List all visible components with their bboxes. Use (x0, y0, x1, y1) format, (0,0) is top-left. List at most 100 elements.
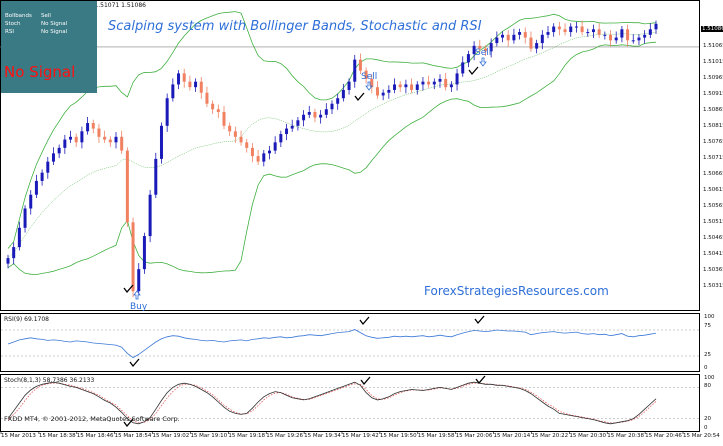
time-axis-label: 15 Mar 20:14 (493, 433, 531, 439)
candle-body (302, 114, 306, 121)
candle-body (86, 123, 90, 132)
copyright: FXDD MT4, © 2001-2012, MetaQuotes Softwa… (4, 415, 180, 423)
candle-body (46, 161, 50, 173)
rsi-axis-label: 100 (704, 314, 715, 320)
stoch-axis-label: 0 (704, 425, 708, 431)
candle-body (398, 84, 402, 88)
time-axis-label: 15 Mar 19:42 (342, 433, 379, 439)
candle-body (222, 112, 226, 126)
candle-body (501, 34, 505, 38)
candle-body (478, 45, 482, 49)
price-axis-label: 1.50665 (703, 171, 723, 177)
candle-body (438, 78, 442, 82)
bollinger-upper-band (7, 11, 657, 249)
price-axis-label: 1.50415 (703, 251, 723, 257)
candle-body (216, 109, 220, 113)
candle-body (239, 136, 243, 143)
bollinger-middle-band (7, 32, 657, 259)
candle-body (404, 84, 408, 88)
candle-body (57, 147, 61, 154)
candle-body (148, 194, 152, 237)
price-axis-label: 1.51086 (701, 26, 723, 32)
candle-body (421, 81, 425, 85)
time-axis-label: 15 Mar 18:38 (38, 433, 76, 439)
time-axis-label: 15 Mar 18:46 (76, 433, 114, 439)
candle-body (69, 136, 73, 140)
ind-value-stoch: No Signal (41, 21, 68, 27)
rsi-axis-label: 0 (704, 365, 708, 371)
candle-body (341, 89, 345, 99)
candle-body (108, 139, 112, 143)
time-axis-label: 15 Mar 2013 (1, 433, 36, 439)
candle-body (626, 29, 630, 41)
time-axis-label: 15 Mar 19:26 (266, 433, 303, 439)
sell-checkmark-price-1 (354, 92, 365, 102)
buy-signal-label: Buy (130, 302, 148, 312)
candle-body (574, 26, 578, 28)
time-axis-label: 15 Mar 20:22 (531, 433, 569, 439)
price-axis-label: 1.50965 (703, 75, 723, 81)
candle-body (267, 150, 271, 154)
stoch-axis-label: 100 (704, 375, 715, 381)
candle-body (410, 84, 414, 90)
candle-body (597, 29, 601, 35)
candle-body (358, 59, 362, 71)
candle-body (40, 172, 44, 181)
candle-body (154, 158, 158, 195)
candle-body (142, 236, 146, 270)
ind-value-bollbands: Sell (41, 13, 51, 19)
candle-body (199, 81, 203, 93)
price-axis-label: 1.51015 (703, 59, 723, 65)
candle-body (12, 247, 16, 259)
time-axis-label: 15 Mar 20:30 (569, 433, 607, 439)
candle-body (512, 34, 516, 41)
candle-body (535, 43, 539, 49)
candle-body (171, 84, 175, 99)
sell-checkmark-price-2 (468, 66, 479, 76)
price-axis-label: 1.50515 (703, 219, 723, 225)
candle-body (393, 84, 397, 90)
candle-body (455, 73, 459, 85)
candle-body (250, 147, 254, 157)
candle-body (74, 136, 78, 143)
time-axis-label: 15 Mar 19:18 (228, 433, 266, 439)
candle-body (97, 128, 101, 137)
candle-body (654, 23, 658, 30)
candle-body (205, 92, 209, 104)
candle-body (472, 45, 476, 55)
candle-body (586, 32, 590, 34)
time-axis-label: 15 Mar 19:58 (417, 433, 455, 439)
candle-body (620, 29, 624, 38)
candle-body (569, 26, 573, 33)
candle-body (523, 32, 527, 38)
time-axis-label: 15 Mar 20:54 (683, 433, 720, 439)
price-axis-label: 1.50315 (703, 283, 723, 289)
candle-body (80, 131, 84, 143)
candle-body (353, 59, 357, 82)
candle-body (125, 150, 129, 223)
sell-checkmark-rsi-2 (474, 315, 485, 325)
sell-arrow-icon-2 (479, 57, 487, 67)
candle-body (233, 131, 237, 137)
candle-body (461, 62, 465, 74)
candle-body (495, 37, 499, 44)
candle-body (188, 81, 192, 88)
candle-body (444, 78, 448, 88)
candle-body (415, 84, 419, 90)
candle-body (182, 73, 186, 82)
candle-body (580, 26, 584, 33)
candle-body (137, 269, 141, 292)
candle-body (296, 120, 300, 126)
sell-checkmark-stoch-1 (360, 376, 371, 386)
signal-status: No Signal (4, 63, 76, 81)
ind-name-stoch: Stoch (5, 21, 21, 27)
price-axis-label: 1.50765 (703, 139, 723, 145)
candle-body (23, 208, 27, 228)
candle-body (17, 227, 21, 248)
indicator-panel: Bollbands Sell Stoch No Signal RSI No Si… (1, 1, 97, 93)
candle-body (603, 34, 607, 36)
buy-checkmark-stoch (123, 418, 134, 428)
candle-body (643, 34, 647, 38)
